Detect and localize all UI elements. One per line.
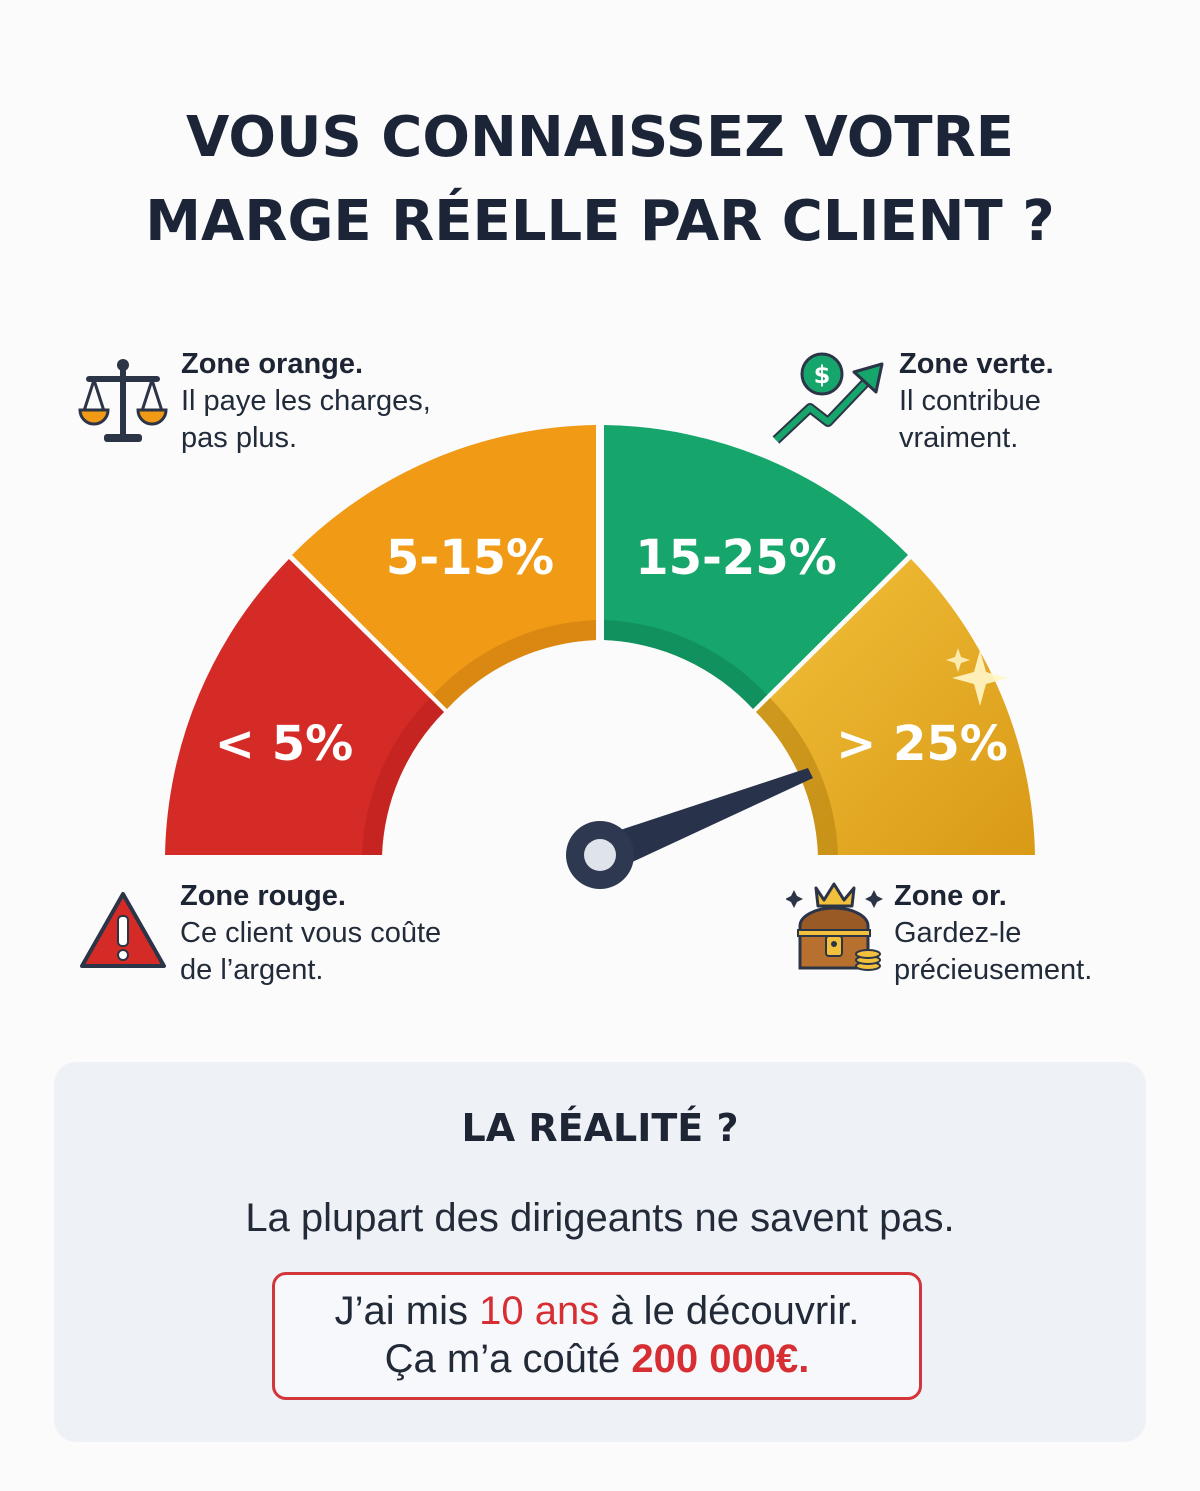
gauge-needle xyxy=(566,768,813,889)
gauge-label-gold: > 25% xyxy=(836,716,1008,772)
gauge-label-green: 15-25% xyxy=(635,530,837,586)
sparkle-icon xyxy=(952,650,1008,706)
reality-subtitle: La plupart des dirigeants ne savent pas. xyxy=(245,1196,955,1240)
warning-icon xyxy=(78,890,168,977)
zone-red-line-1: Ce client vous coûte xyxy=(180,917,442,949)
page-title: VOUS CONNAISSEZ VOTRE MARGE RÉELLE PAR C… xyxy=(0,96,1200,264)
zone-orange-line-2: pas plus. xyxy=(181,422,298,454)
reality-callout: J’ai mis 10 ans à le découvrir. Ça m’a c… xyxy=(272,1272,922,1400)
zone-gold-line-2: précieusement. xyxy=(894,954,1093,986)
zone-gold-title: Zone or. xyxy=(894,880,1007,912)
zone-green-title: Zone verte. xyxy=(899,348,1054,380)
treasure-chest-icon xyxy=(785,878,886,983)
callout-line-1-pre: J’ai mis xyxy=(334,1289,480,1333)
gauge-label-red: < 5% xyxy=(215,716,353,772)
callout-line-1-post: à le découvrir. xyxy=(599,1289,860,1333)
margin-gauge: < 5% 5-15% 15-25% > 25% xyxy=(165,425,1035,889)
svg-text:$: $ xyxy=(814,361,831,389)
callout-line-1: J’ai mis 10 ans à le découvrir. xyxy=(275,1287,919,1335)
gauge-label-orange: 5-15% xyxy=(386,530,554,586)
zone-green-line-2: vraiment. xyxy=(899,422,1019,454)
gauge-segment-red xyxy=(165,559,444,855)
reality-panel: LA RÉALITÉ ? La plupart des dirigeants n… xyxy=(54,1062,1146,1442)
scales-icon xyxy=(78,356,168,453)
zone-orange-title: Zone orange. xyxy=(181,348,364,380)
zone-red-line-2: de l’argent. xyxy=(180,954,324,986)
zone-green-line-1: Il contribue xyxy=(899,385,1041,417)
title-line-1: VOUS CONNAISSEZ VOTRE xyxy=(186,105,1014,170)
callout-line-2: Ça m’a coûté 200 000€. xyxy=(275,1335,919,1383)
callout-line-2-pre: Ça m’a coûté xyxy=(384,1337,632,1381)
callout-years-highlight: 10 ans xyxy=(479,1289,600,1333)
gauge-segment-gold xyxy=(756,559,1035,855)
zone-red-title: Zone rouge. xyxy=(180,880,346,912)
zone-gold-line-1: Gardez-le xyxy=(894,917,1022,949)
callout-cost-highlight: 200 000€. xyxy=(631,1337,810,1381)
reality-title: LA RÉALITÉ ? xyxy=(461,1106,739,1150)
title-line-2: MARGE RÉELLE PAR CLIENT ? xyxy=(145,189,1055,254)
zone-orange-line-1: Il paye les charges, xyxy=(181,385,431,417)
growth-dollar-icon: $ xyxy=(770,350,888,451)
